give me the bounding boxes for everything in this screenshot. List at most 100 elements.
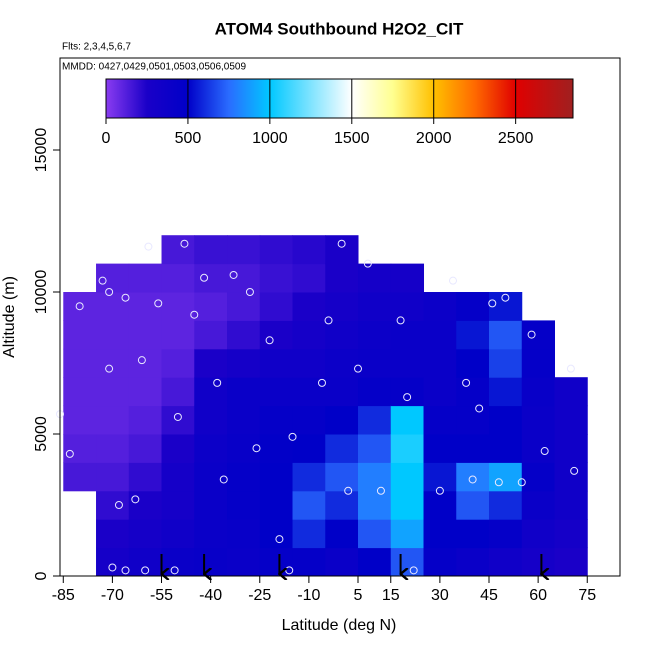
heatmap-cell (128, 547, 163, 577)
colorbar-tick-label: 2500 (498, 130, 534, 147)
observation-point (337, 239, 346, 248)
observation-point (154, 299, 163, 308)
heatmap-cell (390, 377, 425, 407)
observation-point (566, 364, 575, 373)
observation-point (363, 259, 372, 268)
heatmap-cell (259, 490, 294, 520)
heatmap-cell (194, 320, 228, 350)
heatmap-cell (292, 405, 326, 435)
heatmap-cell (292, 320, 326, 350)
heatmap-cell (521, 547, 556, 577)
y-tick-label: 5000 (33, 416, 50, 452)
heatmap-cell (194, 405, 228, 435)
heatmap-cell (63, 377, 97, 407)
heatmap-cell (489, 490, 523, 520)
heatmap-cell (96, 263, 130, 293)
heatmap-cell (259, 547, 294, 577)
heatmap-cell (259, 320, 294, 350)
heatmap-cell (358, 547, 392, 577)
heatmap-cell (161, 292, 195, 321)
heatmap-cell (259, 462, 294, 492)
heatmap-cell (521, 377, 556, 407)
heatmap-cell (489, 320, 523, 350)
heatmap-cell (456, 377, 490, 407)
heatmap-cell (292, 292, 326, 321)
heatmap-cell (96, 292, 130, 321)
heatmap-cell (96, 377, 130, 407)
heatmap-cell (259, 377, 294, 407)
observation-point (98, 276, 107, 285)
observation-point (501, 293, 510, 302)
y-tick-label: 10000 (33, 270, 50, 315)
heatmap-cell (554, 434, 588, 463)
heatmap-cell (423, 519, 457, 549)
heatmap-cell (554, 547, 588, 577)
heatmap-cell (390, 405, 425, 435)
heatmap-cell (227, 547, 261, 577)
heatmap-cell (390, 348, 425, 378)
observation-point (105, 364, 114, 373)
observation-point (200, 273, 209, 282)
heatmap-cell (227, 519, 261, 549)
observation-point (275, 535, 284, 544)
observation-point (288, 432, 297, 441)
heatmap-cell (325, 405, 359, 435)
observation-point (180, 239, 189, 248)
heatmap-cell (325, 547, 359, 577)
observation-point (488, 299, 497, 308)
heatmap-cell (194, 377, 228, 407)
heatmap-cell (161, 320, 195, 350)
x-tick-label: -25 (248, 587, 271, 604)
observation-point (475, 404, 484, 413)
heatmap-cell (521, 320, 556, 350)
heatmap-cell (161, 519, 195, 549)
observation-point (494, 478, 503, 487)
heatmap-cell (292, 377, 326, 407)
heatmap-cell (292, 235, 326, 265)
heatmap-cell (489, 434, 523, 463)
heatmap-cell (96, 462, 130, 492)
heatmap-cell (390, 462, 425, 492)
x-tick-label: 45 (480, 587, 498, 604)
observation-point (114, 501, 123, 510)
colorbar-tick-label: 500 (175, 130, 202, 147)
heatmap-cell (554, 377, 588, 407)
observation-point (173, 412, 182, 421)
heatmap-cell (325, 263, 359, 293)
x-tick-label: -70 (101, 587, 124, 604)
colorbar-tick-label: 1500 (334, 130, 370, 147)
observation-point (344, 486, 353, 495)
observation-point (448, 276, 457, 285)
heatmap-cell (521, 434, 556, 463)
heatmap-cell (325, 519, 359, 549)
x-tick-label: 30 (431, 587, 449, 604)
heatmap-cell (259, 434, 294, 463)
observation-point (245, 288, 254, 297)
heatmap-cell (423, 547, 457, 577)
observation-point (121, 293, 130, 302)
heatmap-cell (259, 235, 294, 265)
heatmap-cell (128, 405, 163, 435)
heatmap-cell (325, 320, 359, 350)
heatmap-cell (161, 490, 195, 520)
heatmap-cell (423, 434, 457, 463)
heatmap-cell (325, 434, 359, 463)
observation-point (131, 495, 140, 504)
subtitle: Flts: 2,3,4,5,6,7 (62, 42, 131, 53)
heatmap-cell (63, 462, 97, 492)
heatmap-cell (128, 519, 163, 549)
heatmap-cell (259, 263, 294, 293)
heatmap-cell (194, 547, 228, 577)
heatmap-cell (161, 263, 195, 293)
x-tick-label: -85 (52, 587, 75, 604)
heatmap-cell (128, 320, 163, 350)
observation-point (409, 566, 418, 575)
y-tick-label: 15000 (33, 128, 50, 173)
heatmap-cell (96, 434, 130, 463)
overlay (56, 239, 579, 575)
observation-point (435, 486, 444, 495)
observation-point (213, 378, 222, 387)
heatmap-cell (554, 462, 588, 492)
colorbar-tick-label: 2000 (416, 130, 452, 147)
heatmap-cell (128, 462, 163, 492)
